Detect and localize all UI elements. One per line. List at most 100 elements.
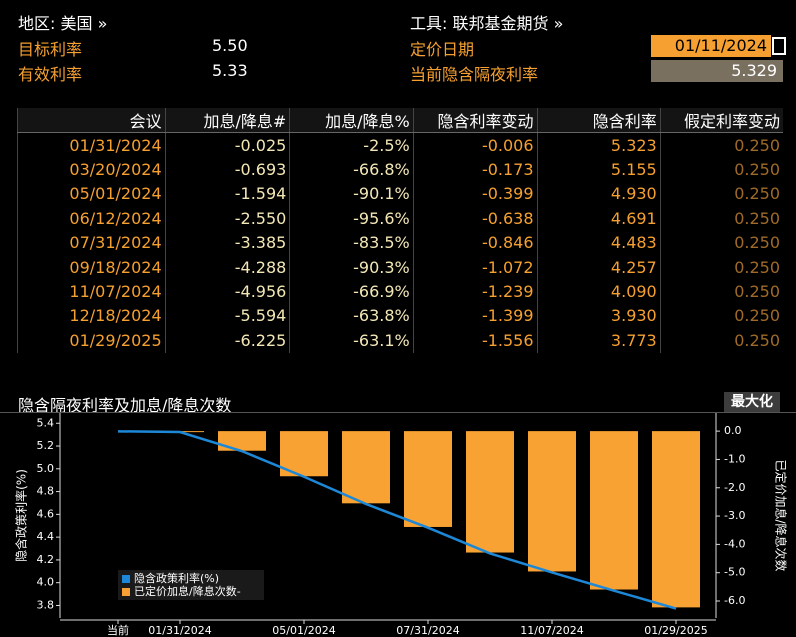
table-cell: -1.399 [412, 303, 538, 329]
table-cell: -2.5% [289, 132, 414, 158]
table-cell: -0.173 [412, 157, 538, 182]
y2-tick-label: -2.0 [724, 481, 745, 494]
y-tick-label: 5.2 [37, 439, 55, 452]
table-cell: 06/12/2024 [17, 206, 166, 231]
y2-tick-label: 0.0 [724, 424, 742, 437]
implied-rate: 5.329 [651, 60, 783, 82]
y-tick-label: 4.6 [37, 507, 55, 520]
y2-tick-label: -5.0 [724, 566, 745, 579]
table-cell: 0.250 [659, 230, 783, 255]
pricing-date[interactable]: 01/11/2024 [651, 35, 771, 57]
table-cell: 0.250 [659, 157, 783, 182]
region[interactable]: 地区: 美国 » [18, 14, 108, 33]
column-header: 假定利率变动 [659, 108, 783, 133]
table-cell: 07/31/2024 [17, 230, 166, 255]
table-cell: -6.225 [164, 328, 290, 353]
instrument[interactable]: 工具: 联邦基金期货 » [410, 14, 564, 33]
table-row: 07/31/2024 -3.385 -83.5% -0.846 4.483 0.250 [17, 230, 783, 255]
table-cell: -63.1% [289, 328, 414, 353]
y-tick-label: 4.4 [37, 530, 55, 543]
x-tick-label: 01/29/2025 [644, 624, 707, 637]
y-tick-label: 5.4 [37, 416, 55, 429]
pricing-date-label: 定价日期 [410, 40, 475, 59]
effective-rate-label: 有效利率 [18, 65, 83, 84]
table-cell: -3.385 [164, 230, 290, 255]
table-cell: 5.323 [536, 132, 661, 158]
table-cell: 0.250 [659, 132, 783, 158]
table-cell: -1.072 [412, 254, 538, 280]
table-cell: -1.594 [164, 181, 290, 207]
meeting-table: 会议 加息/降息# 加息/降息% 隐含利率变动 隐含利率 假定利率变动 01/31/2024… [17, 108, 783, 353]
table-cell: -0.006 [412, 132, 538, 158]
bar [528, 431, 576, 572]
y2-tick-label: -4.0 [724, 537, 745, 550]
table-cell: -90.1% [289, 181, 414, 207]
table-cell: 3.930 [536, 303, 661, 329]
table-cell: 09/18/2024 [17, 254, 166, 280]
table-cell: -95.6% [289, 206, 414, 231]
table-cell: -0.399 [412, 181, 538, 207]
y2-tick-label: -3.0 [724, 509, 745, 522]
table-cell: 0.250 [659, 206, 783, 231]
table-cell: -0.025 [164, 132, 290, 158]
table-cell: 05/01/2024 [17, 181, 166, 207]
x-tick-label: 07/31/2024 [396, 624, 459, 637]
y-tick-label: 4.8 [37, 485, 55, 498]
table-cell: -66.8% [289, 157, 414, 182]
table-cell: 4.930 [536, 181, 661, 207]
table-row: 06/12/2024 -2.550 -95.6% -0.638 4.691 0.250 [17, 206, 783, 231]
table-cell: 01/29/2025 [17, 328, 166, 353]
column-header: 会议 [17, 108, 166, 133]
bar [404, 431, 452, 527]
y2-tick-label: -6.0 [724, 594, 745, 607]
table-cell: 0.250 [659, 279, 783, 304]
table-cell: -83.5% [289, 230, 414, 255]
maximize-button[interactable]: 最大化 [724, 392, 780, 412]
table-cell: 01/31/2024 [17, 132, 166, 158]
y-tick-label: 3.8 [37, 598, 55, 611]
table-cell: 03/20/2024 [17, 157, 166, 182]
table-cell: -0.638 [412, 206, 538, 231]
table-row: 11/07/2024 -4.956 -66.9% -1.239 4.090 0.250 [17, 279, 783, 304]
y-tick-label: 5.0 [37, 462, 55, 475]
table-cell: -4.288 [164, 254, 290, 280]
target-rate-label: 目标利率 [18, 40, 83, 59]
column-header: 加息/降息# [164, 108, 290, 133]
y2-tick-label: -1.0 [724, 452, 745, 465]
legend-swatch [122, 588, 130, 596]
x-tick-label: 01/31/2024 [148, 624, 211, 637]
table-row: 12/18/2024 -5.594 -63.8% -1.399 3.930 0.250 [17, 303, 783, 329]
table-cell: 4.483 [536, 230, 661, 255]
y-axis-label: 隐含政策利率(%) [14, 469, 29, 562]
column-header: 加息/降息% [289, 108, 414, 133]
table-row: 09/18/2024 -4.288 -90.3% -1.072 4.257 0.250 [17, 254, 783, 280]
column-header: 隐含利率 [536, 108, 661, 133]
bar [652, 431, 700, 608]
table-cell: -63.8% [289, 303, 414, 329]
y-tick-label: 4.0 [37, 576, 55, 589]
legend-swatch [122, 575, 130, 583]
bar [342, 431, 390, 504]
y-tick-label: 4.2 [37, 553, 55, 566]
table-cell: 0.250 [659, 181, 783, 207]
table-cell: 4.691 [536, 206, 661, 231]
target-rate: 5.50 [212, 36, 248, 55]
x-tick-label: 当前 [107, 623, 129, 637]
divider [0, 412, 796, 413]
calendar-icon[interactable] [772, 37, 786, 55]
implied-rate-label: 当前隐含隔夜利率 [410, 65, 539, 84]
table-cell: 0.250 [659, 303, 783, 329]
chart-title: 隐含隔夜利率及加息/降息次数 [18, 396, 232, 415]
table-cell: -4.956 [164, 279, 290, 304]
y2-axis-label: 已定价加息/降息次数 [774, 459, 789, 571]
line [117, 430, 677, 610]
legend-label: 已定价加息/降息次数- [134, 584, 241, 598]
table-cell: 0.250 [659, 328, 783, 353]
legend-label: 隐含政策利率(%) [134, 571, 219, 585]
bar [466, 431, 514, 553]
table-cell: -66.9% [289, 279, 414, 304]
legend-box [118, 570, 264, 600]
table-row: 01/31/2024 -0.025 -2.5% -0.006 5.323 0.250 [17, 132, 783, 158]
